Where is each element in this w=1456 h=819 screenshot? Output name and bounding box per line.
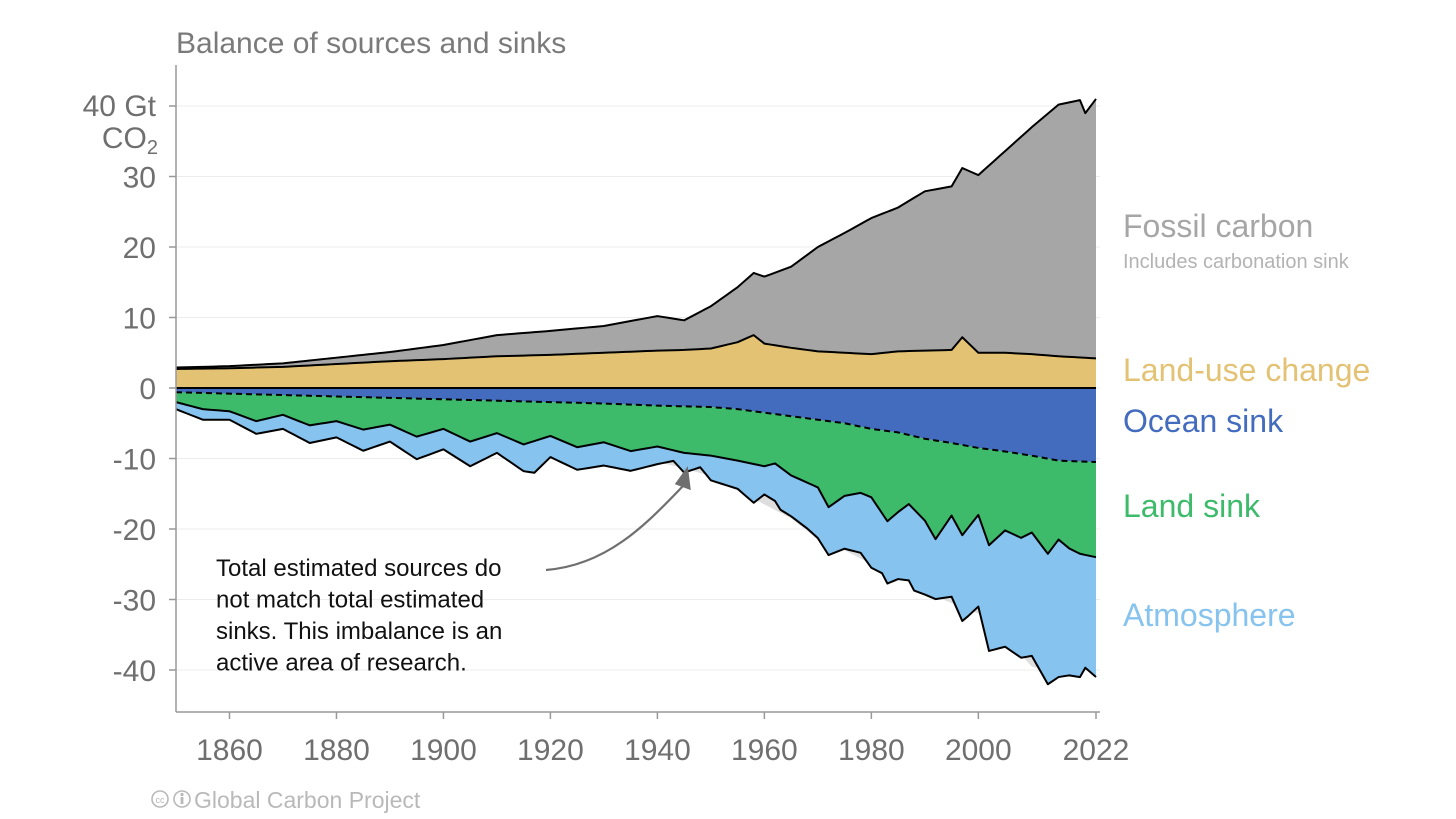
attribution-icon-head — [180, 792, 184, 797]
y-axis-unit-text: CO — [102, 122, 147, 155]
cc-license-icon-glyph: cc — [156, 795, 166, 805]
annotation-line: sinks. This imbalance is an — [216, 618, 502, 645]
y-tick-label: -10 — [113, 444, 156, 477]
y-tick-label: 20 — [123, 232, 156, 265]
fossil-carbon-boundary — [175, 98, 1097, 369]
legend: Fossil carbon Includes carbonation sink La… — [1123, 208, 1370, 633]
imbalance-annotation: Total estimated sources do not match tota… — [216, 466, 691, 677]
x-axis-ticks: 1860 1880 1900 1920 1940 1960 1980 2000 2022 — [196, 712, 1129, 767]
chart-title: Balance of sources and sinks — [176, 27, 566, 60]
land-use-change-boundary — [175, 334, 1097, 370]
cc-license-icon — [151, 790, 169, 808]
fossil-carbon-area — [176, 98, 1096, 369]
x-tick-label: 2000 — [945, 734, 1012, 767]
y-axis-unit-subscript: 2 — [147, 137, 158, 159]
y-tick-label: -30 — [113, 585, 156, 618]
legend-label-fossil-carbon: Fossil carbon — [1123, 208, 1313, 244]
land-sink-area — [176, 392, 1096, 558]
legend-label-land-use-change: Land-use change — [1123, 352, 1370, 388]
annotation-arrow — [545, 483, 686, 572]
land-sink-boundary — [175, 401, 1097, 559]
x-tick-label: 1880 — [303, 734, 370, 767]
ocean-sink-boundary — [175, 391, 1097, 464]
annotation-arrowhead — [674, 466, 691, 491]
sink-areas — [176, 388, 1096, 685]
y-tick-label: -20 — [113, 514, 156, 547]
x-tick-label: 1980 — [838, 734, 905, 767]
footer-credit: cc Global Carbon Project — [151, 787, 421, 813]
x-tick-label: 2022 — [1063, 734, 1130, 767]
x-tick-label: 1960 — [731, 734, 798, 767]
legend-label-atmosphere: Atmosphere — [1123, 597, 1296, 633]
x-tick-label: 1940 — [624, 734, 691, 767]
x-tick-label: 1900 — [410, 734, 477, 767]
atmosphere-boundary — [175, 408, 1097, 686]
ocean-sink-area — [176, 388, 1096, 463]
land-use-change-area — [176, 335, 1096, 388]
series-outlines — [175, 98, 1097, 686]
attribution-icon-body — [180, 797, 184, 804]
y-axis-top-label: 40 Gt — [83, 90, 157, 123]
legend-label-ocean-sink: Ocean sink — [1123, 403, 1284, 439]
y-axis-ticks: 30 20 10 0 -10 -20 -30 -40 — [113, 105, 176, 688]
y-tick-label: 0 — [139, 373, 156, 406]
atmosphere-area — [176, 402, 1096, 685]
attribution-icon — [173, 790, 191, 808]
legend-sublabel: Includes carbonation sink — [1123, 251, 1350, 273]
x-tick-label: 1860 — [196, 734, 263, 767]
annotation-line: Total estimated sources do — [216, 555, 501, 582]
source-areas — [176, 98, 1096, 388]
credit-text: Global Carbon Project — [194, 787, 421, 813]
x-tick-label: 1920 — [517, 734, 584, 767]
legend-label-land-sink: Land sink — [1123, 488, 1261, 524]
y-tick-label: 10 — [123, 303, 156, 336]
y-tick-label: -40 — [113, 655, 156, 688]
y-axis-unit-label: CO2 — [102, 122, 158, 159]
annotation-line: not match total estimated — [216, 587, 484, 614]
y-tick-label: 30 — [123, 162, 156, 195]
annotation-line: active area of research. — [216, 650, 467, 677]
